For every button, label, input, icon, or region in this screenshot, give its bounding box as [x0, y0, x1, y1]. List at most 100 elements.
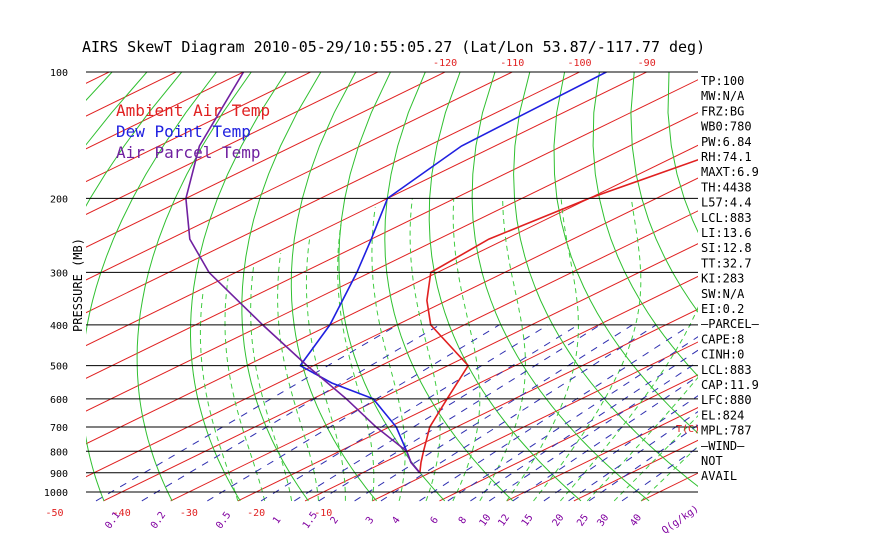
mixing-ratio-tick-label: 6 [429, 515, 441, 526]
dry-adiabat-line [86, 72, 113, 101]
isotherm-line [86, 72, 648, 347]
isotherm-line [86, 177, 698, 478]
stat-item: —WIND— [701, 439, 745, 453]
stat-item: LI:13.6 [701, 226, 752, 240]
moist-adiabat-line [277, 253, 319, 501]
series-line-3 [185, 72, 421, 474]
moist-adiabat-lines [199, 198, 698, 502]
mixing-ratio-tick-label: 40 [628, 512, 644, 528]
legend-entry: Air Parcel Temp [116, 143, 261, 162]
moist-adiabat-line [479, 198, 526, 502]
mixing-ratio-line [543, 395, 698, 502]
dry-adiabat-line [739, 72, 870, 501]
moist-adiabat-line [613, 415, 698, 502]
isotherm-line [170, 243, 698, 502]
mixing-ratio-line [294, 324, 579, 502]
bottom-temp-tick-label: -30 [180, 508, 198, 519]
dry-adiabat-line [136, 72, 252, 502]
stat-item: KI:283 [701, 272, 744, 286]
legend-entry: Dew Point Temp [116, 122, 251, 141]
stat-item: LFC:880 [701, 393, 752, 407]
mixing-ratio-tick-label: 0.5 [214, 510, 233, 531]
pressure-tick-label: 500 [50, 362, 68, 373]
pressure-tick-label: 1000 [44, 488, 68, 499]
mixing-ratio-unit-label: Q(g/kg) [660, 503, 701, 536]
pressure-tick-label: 800 [50, 447, 68, 458]
isotherm-line [86, 72, 581, 314]
dry-adiabat-line [808, 72, 870, 501]
stat-item: MAXT:6.9 [701, 165, 759, 179]
moist-adiabat-line [533, 198, 642, 502]
stat-item: LCL:883 [701, 211, 752, 225]
top-temp-tick-label: -90 [638, 58, 656, 69]
isotherm-line [372, 341, 698, 502]
isotherm-line [843, 53, 870, 501]
dry-adiabat-line [189, 72, 287, 502]
dry-adiabat-line [241, 72, 322, 502]
isotherm-line [86, 72, 447, 248]
mixing-ratio-line [621, 446, 698, 502]
bottom-temp-tick-label: -10 [314, 508, 332, 519]
bottom-temp-tick-label: -50 [45, 508, 63, 519]
mixing-ratio-tick-label: 3 [364, 515, 376, 526]
stat-item: TP:100 [701, 74, 744, 88]
mixing-ratio-line [207, 324, 500, 502]
stat-item: LCL:883 [701, 363, 752, 377]
stat-item: NOT [701, 454, 723, 468]
chart-title: AIRS SkewT Diagram 2010-05-29/10:55:05.2… [82, 38, 705, 56]
stat-item: CINH:0 [701, 348, 744, 362]
mixing-ratio-line [260, 324, 549, 502]
dry-adiabat-line [86, 72, 217, 502]
pressure-tick-label: 600 [50, 395, 68, 406]
isotherm-line [86, 144, 698, 445]
mixing-ratio-line [512, 375, 698, 502]
isotherm-line [86, 72, 514, 281]
mixing-ratio-tick-label: 15 [520, 512, 536, 528]
stat-item: SI:12.8 [701, 241, 752, 255]
stat-item: EI:0.2 [701, 302, 744, 316]
isotherm-lines [0, 53, 870, 502]
stat-item: FRZ:BG [701, 104, 744, 118]
mixing-ratio-tick-label: 25 [575, 512, 591, 528]
top-temp-tick-label: -110 [500, 58, 524, 69]
stat-item: MW:N/A [701, 89, 745, 103]
pressure-tick-label: 300 [50, 268, 68, 279]
stability-indices: TP:100MW:N/AFRZ:BGWB0:780PW:6.84RH:74.1M… [701, 74, 760, 483]
isotherm-line [0, 53, 81, 501]
pressure-tick-label: 400 [50, 321, 68, 332]
pressure-tick-label: 200 [50, 194, 68, 205]
isotherm-line [86, 79, 698, 379]
bottom-temp-tick-label: -20 [247, 508, 265, 519]
dry-adiabat-line [428, 72, 582, 502]
pressure-tick-label: 700 [50, 423, 68, 434]
moist-adiabat-line [506, 198, 579, 502]
stat-item: PW:6.84 [701, 135, 752, 149]
isotherm-line [0, 53, 14, 501]
mixing-ratio-line [419, 324, 692, 502]
mixing-ratio-lines [95, 324, 698, 502]
isotherm-line [506, 407, 698, 502]
top-temp-tick-label: -120 [433, 58, 457, 69]
mixing-ratio-tick-label: 4 [390, 515, 402, 526]
moist-adiabat-line [452, 198, 481, 502]
dry-adiabat-line [630, 72, 698, 313]
moist-adiabat-line [640, 445, 698, 502]
mixing-ratio-tick-label: 2 [329, 515, 341, 526]
legend-entry: Ambient Air Temp [116, 101, 270, 120]
moist-adiabat-line [199, 289, 239, 502]
mixing-ratio-line [141, 324, 440, 502]
moist-adiabat-line [337, 223, 375, 501]
top-temp-tick-label: -100 [567, 58, 591, 69]
isotherm-line [86, 72, 245, 150]
dry-adiabat-line [0, 72, 43, 501]
isotherm-line [775, 53, 870, 501]
mixing-ratio-tick-label: 10 [478, 512, 494, 528]
isotherm-line [304, 308, 698, 502]
stat-item: EL:824 [701, 408, 744, 422]
mixing-ratio-tick-label: 12 [496, 512, 512, 528]
mixing-ratio-line [568, 411, 698, 502]
mixing-ratio-tick-label: 20 [551, 512, 567, 528]
mixing-ratio-line [95, 324, 399, 502]
dry-adiabat-line [0, 72, 77, 501]
